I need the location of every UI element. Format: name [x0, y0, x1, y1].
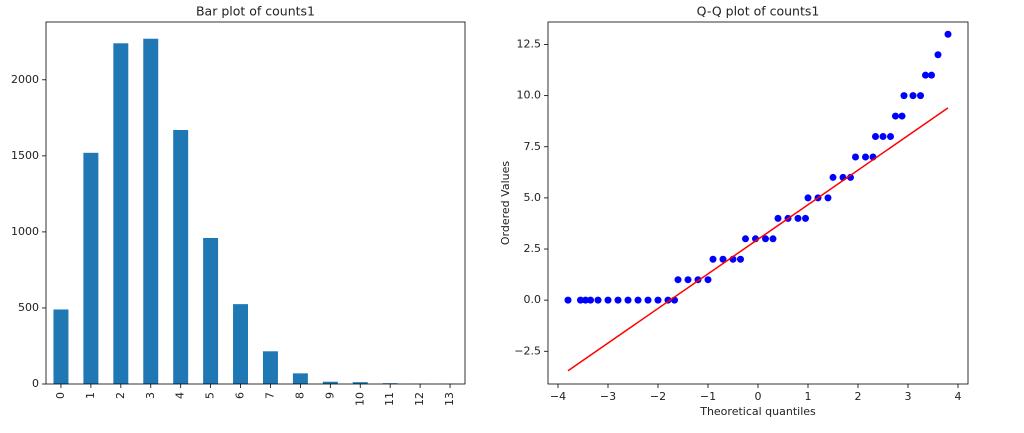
point [564, 296, 572, 304]
y-tick-label: 1500 [11, 149, 39, 162]
x-tick-label: 2 [855, 390, 862, 403]
point [577, 296, 584, 304]
point [879, 133, 887, 141]
point [762, 235, 769, 243]
x-tick-label: 12 [413, 392, 426, 406]
chart-title: Q-Q plot of counts1 [697, 4, 820, 19]
y-tick-label: 7.5 [524, 140, 542, 153]
x-axis-label: Theoretical quantiles [699, 405, 816, 418]
bar [143, 38, 159, 385]
x-tick-label: 2 [114, 392, 127, 399]
x-tick-label: 3 [905, 390, 912, 403]
y-tick-label: 2.5 [524, 242, 542, 255]
point [614, 296, 622, 304]
point [654, 296, 662, 304]
point [872, 133, 879, 141]
point [742, 235, 749, 243]
x-tick-label: 4 [174, 392, 187, 399]
fit-line [567, 107, 949, 372]
y-tick-label: 500 [18, 301, 39, 314]
x-tick-label: −2 [650, 390, 666, 403]
point [804, 194, 812, 202]
y-tick-label: −2.5 [514, 344, 541, 357]
chart-title: Bar plot of counts1 [196, 4, 315, 19]
point [674, 276, 682, 284]
x-tick-label: −3 [600, 390, 616, 403]
point [922, 71, 929, 79]
point [944, 30, 952, 38]
point [802, 214, 809, 222]
x-tick-label: −4 [550, 390, 566, 403]
bar [233, 304, 249, 384]
point [934, 51, 942, 59]
point [909, 92, 917, 100]
bar [83, 152, 99, 384]
x-tick-label: 7 [263, 392, 276, 399]
x-tick-label: −1 [700, 390, 716, 403]
point [704, 276, 712, 284]
point [624, 296, 632, 304]
point [829, 173, 837, 181]
y-tick-label: 12.5 [517, 37, 542, 50]
point [824, 194, 832, 202]
x-tick-label: 0 [755, 390, 762, 403]
x-tick-label: 1 [805, 390, 812, 403]
point [892, 112, 899, 120]
point [852, 153, 859, 161]
point [774, 214, 782, 222]
x-tick-label: 13 [443, 392, 456, 406]
point [794, 214, 802, 222]
x-tick-label: 4 [955, 390, 962, 403]
x-tick-label: 6 [234, 392, 247, 399]
point [644, 296, 652, 304]
bar [352, 382, 368, 384]
x-tick-label: 1 [84, 392, 97, 399]
point [582, 296, 589, 304]
point [887, 133, 894, 141]
point [587, 296, 594, 304]
axes-frame [547, 21, 969, 385]
x-tick-label: 10 [353, 392, 366, 406]
bar [53, 309, 69, 384]
bar [262, 351, 278, 384]
x-tick-label: 8 [293, 392, 306, 399]
x-tick-label: 11 [383, 392, 396, 406]
point [862, 153, 869, 161]
axes-frame [45, 21, 466, 385]
x-tick-label: 0 [54, 392, 67, 399]
bar [203, 237, 219, 384]
y-tick-label: 10.0 [517, 89, 542, 102]
y-tick-label: 2000 [11, 73, 39, 86]
bar [173, 129, 189, 384]
point [604, 296, 612, 304]
y-tick-label: 0 [32, 377, 39, 390]
x-tick-label: 5 [204, 392, 217, 399]
point [898, 112, 906, 120]
x-tick-label: 9 [323, 392, 336, 399]
point [737, 255, 744, 263]
point [634, 296, 642, 304]
point [928, 71, 935, 79]
point [769, 235, 777, 243]
y-tick-label: 5.0 [524, 191, 542, 204]
point [917, 92, 924, 100]
y-tick-label: 0.0 [524, 293, 542, 306]
point [594, 296, 602, 304]
point [900, 92, 908, 100]
y-tick-label: 1000 [11, 225, 39, 238]
bar [113, 43, 129, 384]
point [719, 255, 727, 263]
y-axis-label: Ordered Values [499, 161, 512, 245]
bar [322, 381, 338, 384]
point [684, 276, 692, 284]
x-tick-label: 3 [144, 392, 157, 399]
bar [292, 373, 308, 384]
point [709, 255, 717, 263]
